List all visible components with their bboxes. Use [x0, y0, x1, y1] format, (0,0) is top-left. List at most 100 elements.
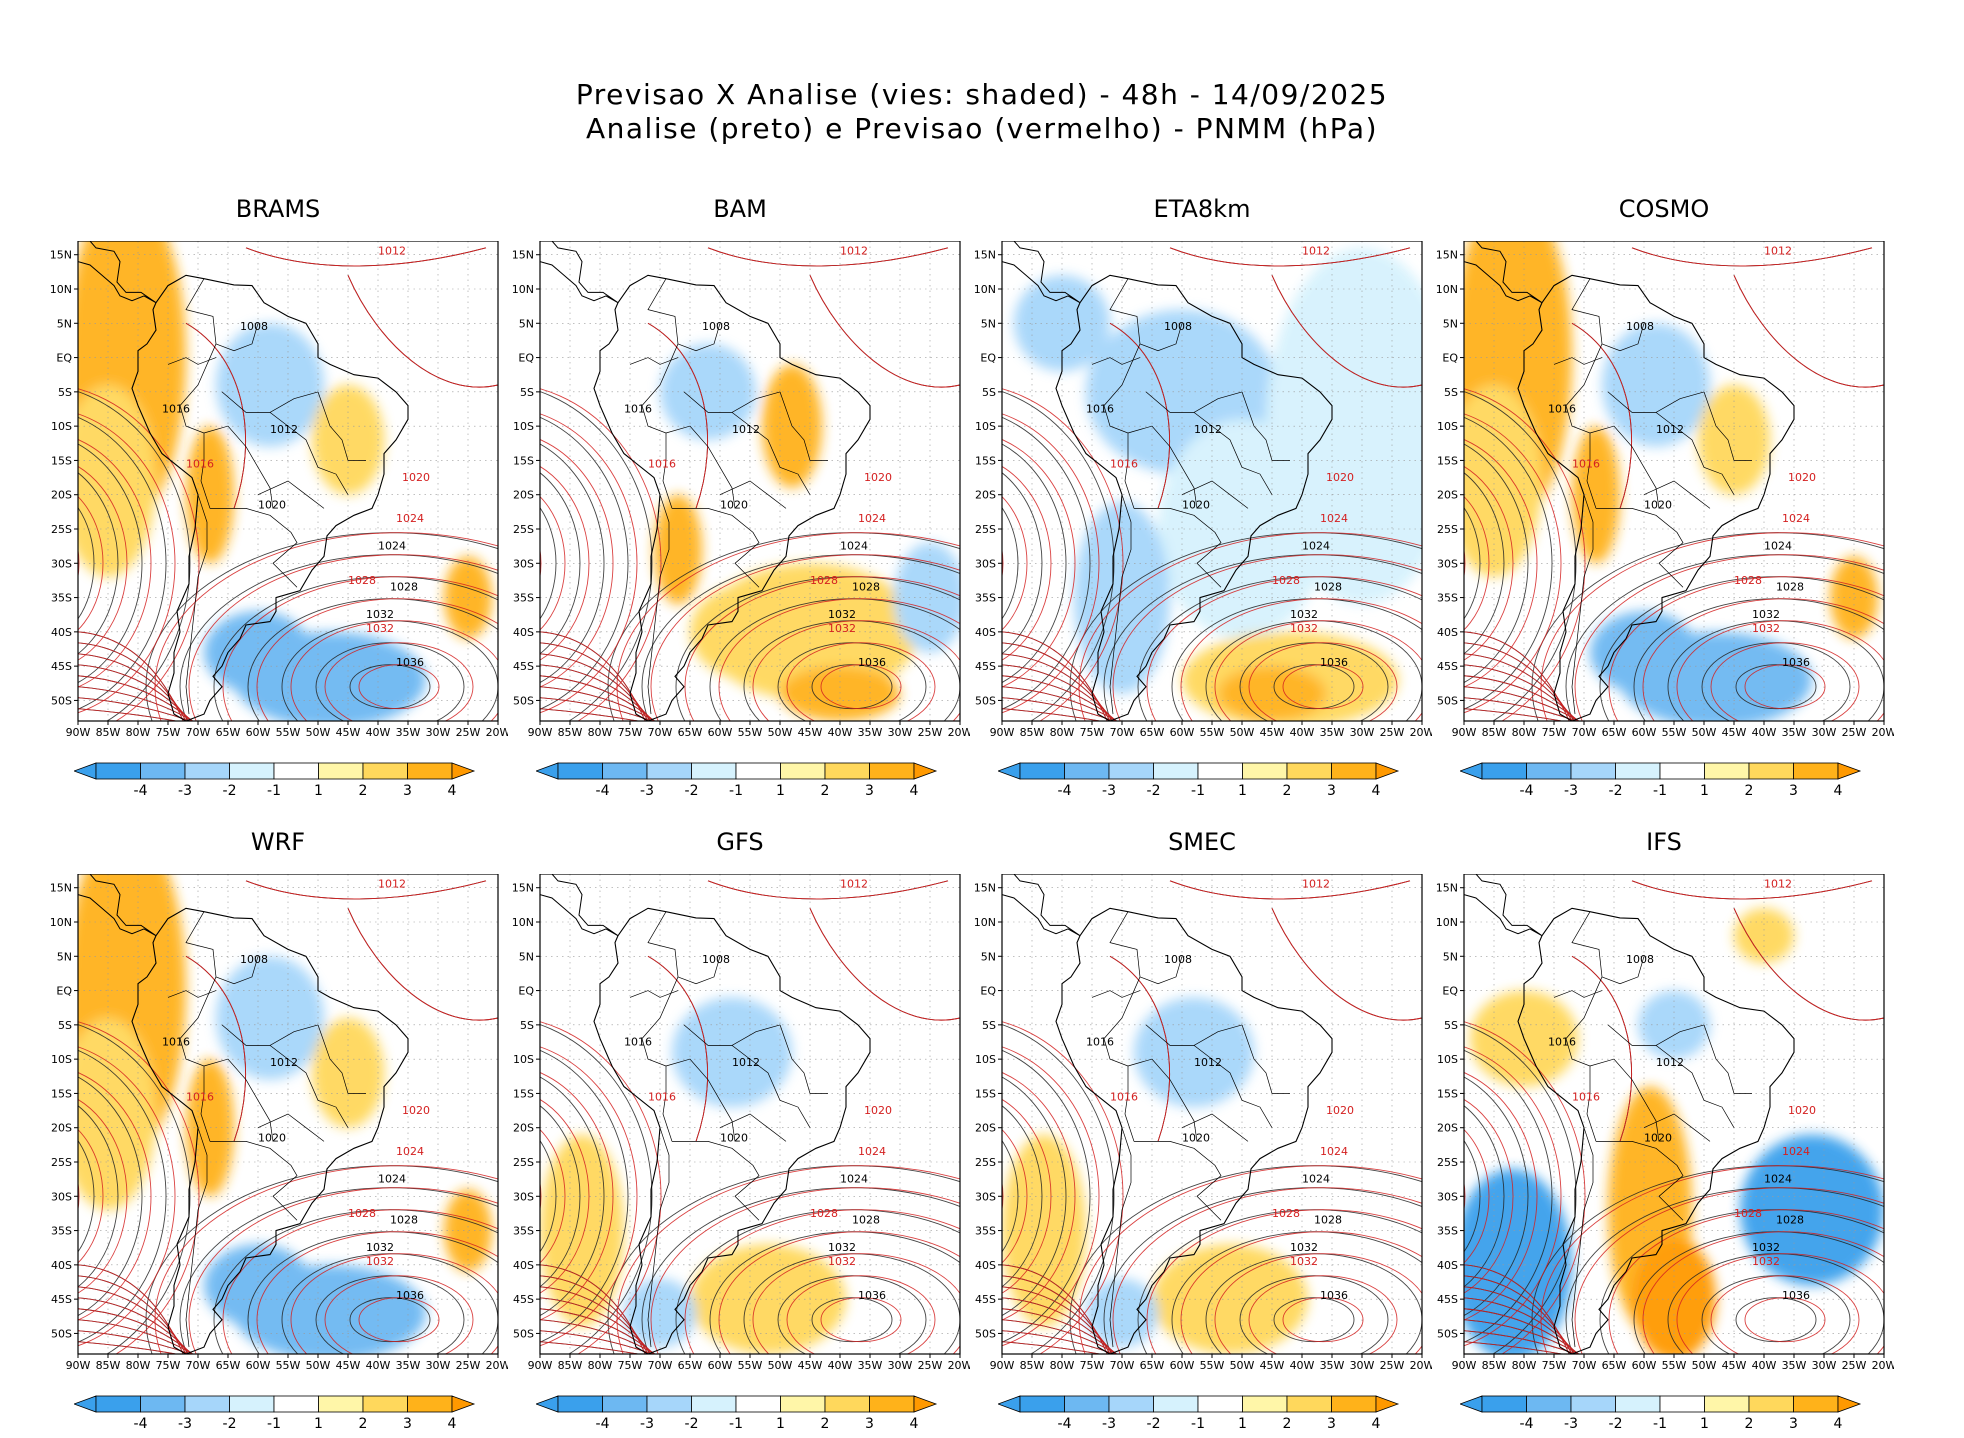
- isobar-label-forecast: 1032: [828, 1255, 856, 1268]
- lon-label: 85W: [1020, 726, 1045, 739]
- colorbar-segment: [95, 1395, 141, 1413]
- lat-label: 40S: [1437, 626, 1458, 639]
- isobar-label-forecast: 1016: [1110, 1090, 1138, 1103]
- panel-title-smec: SMEC: [1168, 828, 1236, 856]
- lat-label: 10N: [512, 916, 534, 929]
- lon-label: 80W: [126, 1359, 151, 1372]
- bias-region: [780, 666, 900, 721]
- colorbar-label: -1: [267, 783, 281, 799]
- lat-label: 20S: [975, 489, 996, 502]
- lon-label: 90W: [66, 1359, 91, 1372]
- map-wrf: 1008 1012 1016 1020 1024 1028 1032 1036 1012 1016…: [50, 874, 508, 1372]
- map-panel-smec: SMEC 1008 1012 1016 1020 1024 1028 1032 1036 1012…: [962, 828, 1442, 1432]
- lat-label: 30S: [51, 557, 72, 570]
- colorbar-segment: [140, 762, 186, 780]
- lon-label: 65W: [678, 1359, 703, 1372]
- colorbar-segment: [646, 762, 692, 780]
- lon-label: 60W: [1632, 1359, 1657, 1372]
- colorbar-label: -3: [178, 783, 192, 799]
- isobar-label-forecast: 1032: [1752, 622, 1780, 635]
- colorbar-segment: [1704, 1395, 1750, 1413]
- lat-label: 30S: [975, 557, 996, 570]
- isobar-label-forecast: 1012: [840, 245, 868, 258]
- bias-region: [216, 956, 324, 1080]
- lat-label: 20S: [51, 1122, 72, 1135]
- bias-region: [690, 1244, 846, 1354]
- lat-label: 40S: [1437, 1259, 1458, 1272]
- bias-region: [1002, 1134, 1086, 1327]
- lat-label: 5S: [1444, 1019, 1458, 1032]
- lon-label: 75W: [1542, 726, 1567, 739]
- colorbar-smec: -4 -3 -2 -1 1 2 3 4: [996, 1392, 1408, 1438]
- colorbar-label: 2: [1745, 783, 1754, 799]
- colorbar-label: -1: [1653, 783, 1667, 799]
- lat-label: 15N: [974, 249, 996, 262]
- lat-label: 45S: [513, 1293, 534, 1306]
- isobar-label-analysis: 1032: [1290, 608, 1318, 621]
- colorbar-segment: [1197, 762, 1243, 780]
- lon-label: 35W: [1320, 726, 1345, 739]
- isobar-label-forecast: 1020: [1788, 1104, 1816, 1117]
- isobar-label-forecast: 1024: [396, 1145, 424, 1158]
- colorbar-segment: [1481, 762, 1527, 780]
- lat-label: 5S: [982, 386, 996, 399]
- lon-label: 35W: [858, 726, 883, 739]
- lon-label: 45W: [336, 726, 361, 739]
- lon-label: 70W: [1572, 1359, 1597, 1372]
- colorbar-cosmo: -4 -3 -2 -1 1 2 3 4: [1458, 759, 1870, 805]
- lat-label: 30S: [1437, 1190, 1458, 1203]
- colorbar-segment: [1748, 1395, 1794, 1413]
- lat-label: 50S: [513, 1327, 534, 1340]
- colorbar-label: -4: [1520, 783, 1534, 799]
- lat-label: 25S: [513, 1156, 534, 1169]
- lat-label: 35S: [51, 592, 72, 605]
- lon-label: 90W: [528, 726, 553, 739]
- bias-region: [672, 997, 792, 1108]
- isobar-label-forecast: 1032: [366, 622, 394, 635]
- lon-label: 20W: [1872, 1359, 1894, 1372]
- colorbar-label: 3: [865, 783, 874, 799]
- colorbar-label: -4: [1058, 783, 1072, 799]
- lon-label: 75W: [618, 1359, 643, 1372]
- lon-label: 25W: [1380, 726, 1405, 739]
- lat-label: 10N: [50, 283, 72, 296]
- colorbar-label: -3: [1564, 783, 1578, 799]
- bias-region: [1632, 1237, 1716, 1354]
- colorbar-label: 1: [1700, 1416, 1709, 1432]
- colorbar-segment: [1108, 1395, 1154, 1413]
- lon-label: 70W: [186, 726, 211, 739]
- colorbar-label: 2: [359, 783, 368, 799]
- lat-label: 15S: [1437, 1087, 1458, 1100]
- colorbar-label: 4: [448, 783, 457, 799]
- lat-label: 5N: [1443, 317, 1458, 330]
- isobar-label-analysis: 1024: [1302, 1173, 1330, 1186]
- isobar-label-analysis: 1016: [162, 1035, 190, 1048]
- bias-region: [1464, 1168, 1572, 1354]
- colorbar-segment: [824, 1395, 870, 1413]
- isobar-label-analysis: 1016: [1548, 402, 1576, 415]
- lat-label: 15N: [512, 882, 534, 895]
- lon-label: 75W: [1080, 1359, 1105, 1372]
- isobar-label-forecast: 1024: [1782, 1145, 1810, 1158]
- colorbar-label: -2: [685, 1416, 699, 1432]
- isobar-label-analysis: 1016: [624, 1035, 652, 1048]
- lat-label: 10S: [1437, 420, 1458, 433]
- colorbar-label: 1: [1238, 1416, 1247, 1432]
- isobar-label-analysis: 1020: [258, 1131, 286, 1144]
- lon-label: 75W: [618, 726, 643, 739]
- lon-label: 40W: [828, 726, 853, 739]
- colorbar-segment: [95, 762, 141, 780]
- lat-label: 45S: [51, 1293, 72, 1306]
- lat-label: 15S: [975, 454, 996, 467]
- lat-label: EQ: [56, 352, 72, 365]
- lat-label: 15S: [513, 454, 534, 467]
- lon-label: 55W: [738, 726, 763, 739]
- lat-label: 20S: [51, 489, 72, 502]
- lon-label: 25W: [918, 726, 943, 739]
- isobar-label-forecast: 1016: [648, 1090, 676, 1103]
- isobar-label-forecast: 1016: [1572, 457, 1600, 470]
- lon-label: 80W: [588, 726, 613, 739]
- colorbar-label: 2: [1283, 783, 1292, 799]
- lat-label: 45S: [51, 660, 72, 673]
- colorbar-segment: [1659, 762, 1705, 780]
